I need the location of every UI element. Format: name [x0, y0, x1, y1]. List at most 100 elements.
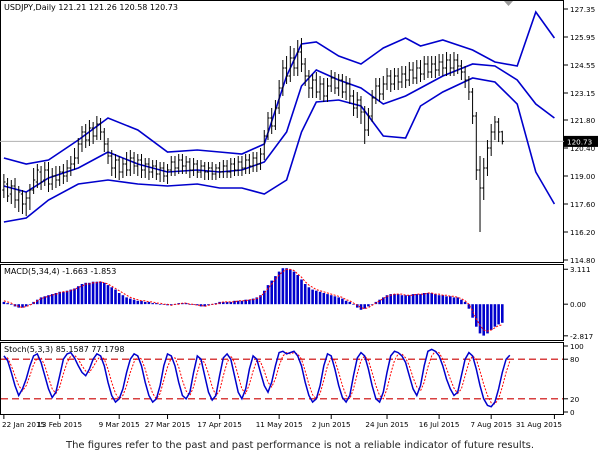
macd-histogram-bar: [437, 295, 441, 305]
price-tick-label: 116.20: [570, 228, 596, 237]
macd-histogram-bar: [203, 304, 206, 307]
macd-histogram-bar: [222, 301, 225, 305]
macd-histogram-bar: [337, 297, 340, 305]
macd-histogram-bar: [367, 304, 370, 307]
macd-histogram-bar: [422, 293, 426, 305]
macd-histogram-bar: [91, 281, 95, 305]
macd-histogram-bar: [143, 301, 147, 305]
macd-histogram-bar: [181, 303, 184, 305]
macd-histogram-bar: [385, 295, 389, 305]
macd-histogram-bar: [125, 297, 128, 305]
macd-histogram-bar: [415, 294, 419, 305]
macd-layer: [2, 268, 504, 336]
macd-histogram-bar: [348, 301, 352, 305]
macd-histogram-bar: [244, 299, 247, 305]
current-price-label: 120.73: [567, 137, 592, 146]
macd-histogram-bar: [121, 295, 125, 305]
macd-histogram-bar: [88, 282, 91, 305]
macd-histogram-bar: [77, 286, 80, 305]
macd-histogram-bar: [467, 304, 471, 309]
macd-histogram-bar: [449, 296, 452, 305]
macd-tick-label: 3.111: [570, 265, 591, 274]
macd-histogram-bar: [326, 294, 329, 305]
stoch-tick-label: 20: [570, 395, 580, 404]
macd-histogram-bar: [318, 291, 322, 305]
stoch-tick-label: 80: [570, 355, 580, 364]
macd-title: MACD(5,34,4) -1.663 -1.853: [4, 267, 116, 276]
x-tick-label: 11 May 2015: [256, 420, 303, 429]
macd-histogram-bar: [147, 301, 151, 305]
price-tick-label: 127.35: [570, 5, 595, 14]
scroll-marker-icon: [504, 1, 513, 6]
macd-histogram-bar: [322, 293, 326, 305]
macd-histogram-bar: [292, 271, 296, 305]
stoch-panel-frame: [0, 342, 564, 415]
macd-histogram-bar: [233, 300, 236, 305]
macd-histogram-bar: [456, 297, 459, 305]
macd-histogram-bar: [36, 299, 39, 305]
macd-histogram-bar: [315, 290, 318, 305]
macd-histogram-bar: [445, 296, 448, 305]
macd-histogram-bar: [370, 304, 374, 305]
x-tick-label: 17 Apr 2015: [197, 420, 241, 429]
macd-histogram-bar: [251, 298, 255, 305]
macd-histogram-bar: [155, 303, 158, 305]
macd-histogram-bar: [329, 295, 333, 305]
macd-histogram-bar: [114, 289, 117, 305]
footer-disclaimer: The figures refer to the past and past p…: [65, 440, 535, 451]
macd-tick-label: -2.817: [570, 332, 593, 341]
macd-histogram-bar: [352, 304, 355, 305]
macd-histogram-bar: [344, 300, 348, 305]
macd-histogram-bar: [497, 304, 500, 325]
macd-histogram-bar: [389, 294, 392, 305]
macd-histogram-bar: [452, 297, 456, 305]
x-tick-label: 9 Mar 2015: [99, 420, 140, 429]
macd-histogram-bar: [482, 304, 485, 336]
stoch-layer: [1, 348, 563, 408]
macd-histogram-bar: [460, 299, 463, 305]
macd-histogram-bar: [132, 299, 136, 305]
macd-histogram-bar: [333, 296, 337, 305]
macd-histogram-bar: [255, 297, 259, 305]
macd-histogram-bar: [166, 304, 169, 306]
macd-histogram-bar: [300, 279, 303, 305]
macd-histogram-bar: [80, 284, 84, 305]
macd-histogram-bar: [170, 304, 173, 306]
macd-histogram-bar: [184, 303, 188, 305]
x-tick-label: 31 Aug 2015: [516, 420, 562, 429]
price-layer: [0, 10, 564, 232]
macd-histogram-bar: [359, 304, 363, 310]
macd-histogram-bar: [214, 303, 218, 305]
macd-histogram-bar: [136, 300, 140, 305]
macd-histogram-bar: [99, 281, 102, 305]
macd-histogram-bar: [441, 295, 445, 305]
x-tick-label: 7 Aug 2015: [470, 420, 511, 429]
macd-histogram-bar: [151, 303, 154, 305]
macd-histogram-bar: [24, 304, 28, 307]
macd-histogram-bar: [84, 282, 87, 305]
price-tick-label: 120.40: [570, 144, 596, 153]
macd-histogram-bar: [382, 297, 385, 305]
macd-histogram-bar: [478, 304, 482, 334]
macd-histogram-bar: [188, 304, 192, 305]
macd-histogram-bar: [225, 301, 229, 305]
macd-histogram-bar: [177, 303, 180, 305]
macd-histogram-bar: [393, 294, 396, 305]
macd-histogram-bar: [426, 293, 430, 305]
stoch-tick-label: 0: [570, 408, 575, 417]
macd-histogram-bar: [463, 301, 467, 305]
band-lower: [3, 77, 556, 223]
macd-histogram-bar: [158, 304, 162, 305]
macd-histogram-bar: [69, 289, 73, 305]
price-tick-label: 119.00: [570, 172, 596, 181]
macd-histogram-bar: [303, 284, 307, 305]
x-tick-label: 13 Feb 2015: [37, 420, 82, 429]
macd-histogram-bar: [110, 287, 113, 305]
macd-histogram-bar: [396, 294, 400, 305]
macd-histogram-bar: [196, 304, 199, 306]
macd-histogram-bar: [281, 268, 285, 305]
macd-histogram-bar: [207, 304, 210, 306]
macd-histogram-bar: [50, 294, 54, 305]
macd-histogram-bar: [378, 299, 381, 305]
